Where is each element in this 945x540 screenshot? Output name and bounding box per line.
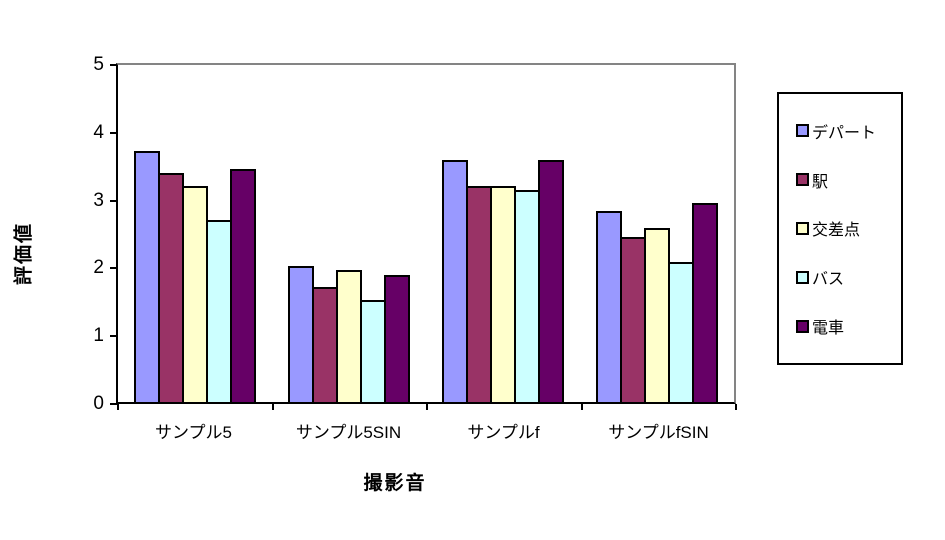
y-tick-label: 2 <box>93 257 104 279</box>
category-label: サンプル5 <box>155 423 232 442</box>
legend-swatch-icon <box>796 124 809 138</box>
legend-swatch-icon <box>796 221 809 235</box>
y-tick-label: 3 <box>93 189 104 211</box>
category-group <box>426 65 580 402</box>
y-tick-label: 0 <box>93 393 104 414</box>
y-axis-title: 評価値 <box>13 222 35 286</box>
bar <box>206 219 232 402</box>
y-tick-mark <box>110 64 117 66</box>
category-group <box>272 65 426 402</box>
bar <box>134 151 160 402</box>
bar <box>442 159 468 402</box>
legend-item: バス <box>796 265 901 289</box>
bar <box>336 270 362 402</box>
y-tick-label: 4 <box>93 121 104 143</box>
x-tick-mark <box>271 404 274 410</box>
bar <box>620 236 646 402</box>
plot-area <box>116 63 736 404</box>
legend-item: 電車 <box>796 314 901 338</box>
legend-item: デパート <box>796 119 901 143</box>
legend-label: 交差点 <box>812 222 861 240</box>
category-label: サンプルfSIN <box>608 423 709 442</box>
x-tick-mark <box>117 404 119 410</box>
bar <box>644 228 670 402</box>
y-tick-mark <box>110 131 117 134</box>
x-tick-mark <box>735 404 737 410</box>
y-tick-label: 1 <box>93 325 104 347</box>
category-labels: サンプル5 サンプル5SIN サンプルf サンプルfSIN <box>116 418 736 443</box>
x-tick-mark <box>580 404 583 410</box>
legend-label: デパート <box>812 124 877 142</box>
legend-label: 電車 <box>812 320 845 338</box>
bar <box>158 172 184 402</box>
category-label: サンプル5SIN <box>295 423 402 442</box>
legend-swatch-icon <box>796 270 809 284</box>
bar <box>538 159 564 402</box>
legend-label: 駅 <box>812 173 829 191</box>
category-group <box>580 65 734 402</box>
bar <box>230 168 256 402</box>
x-tick-mark <box>426 404 428 410</box>
bar <box>182 185 208 402</box>
bar <box>668 262 694 402</box>
bar <box>360 300 386 402</box>
bar <box>514 189 540 402</box>
y-tick-mark <box>110 335 117 338</box>
category-label: サンプルf <box>467 423 540 442</box>
category-group <box>118 65 272 402</box>
x-axis-title: 撮影音 <box>363 473 427 494</box>
y-tick-mark <box>110 267 117 270</box>
bar <box>596 211 622 402</box>
bar <box>466 185 492 402</box>
legend: デパート駅交差点バス電車 <box>777 92 903 365</box>
legend-item: 駅 <box>796 168 901 192</box>
legend-label: バス <box>812 271 845 289</box>
legend-swatch-icon <box>796 173 809 187</box>
legend-swatch-icon <box>796 319 809 333</box>
bar <box>490 185 516 402</box>
bar <box>692 202 718 402</box>
y-tick-mark <box>110 199 117 202</box>
bar <box>312 287 338 402</box>
bar <box>384 274 410 402</box>
legend-item: 交差点 <box>796 216 901 240</box>
y-tick-label: 5 <box>93 54 104 75</box>
bar <box>288 266 314 402</box>
y-tick-mark <box>110 403 117 405</box>
